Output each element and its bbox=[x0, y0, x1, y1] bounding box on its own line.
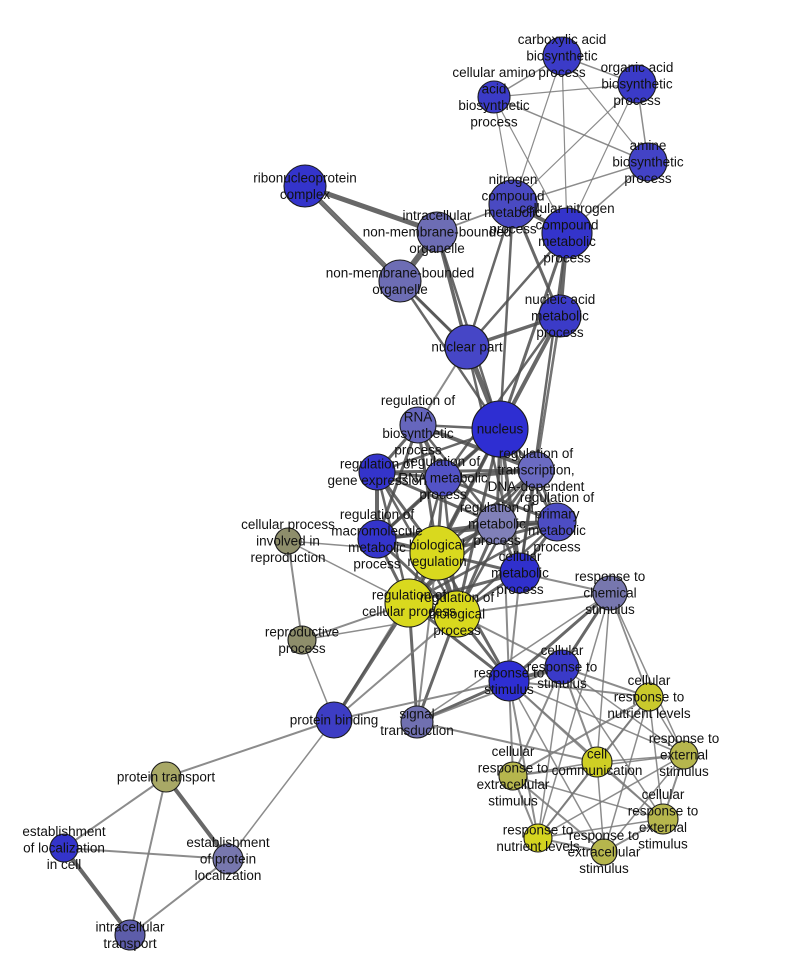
edge-protein-binding--protein-transport bbox=[165, 719, 335, 778]
edge-regulation-of-rna-metabolic-process--regulation-of-primary-metabolic-process bbox=[441, 476, 559, 524]
node-nitrogen-compound-metabolic-process[interactable] bbox=[488, 179, 538, 229]
node-regulation-of-gene-expression[interactable] bbox=[358, 453, 396, 491]
edge-carboxylic-acid-biosynthetic-process--nitrogen-compound-metabolic-process bbox=[512, 55, 563, 205]
edge-cell-communication--response-to-nutrient-levels bbox=[537, 761, 598, 839]
edge-response-to-external-stimulus--response-to-extracellular-stimulus bbox=[603, 754, 685, 853]
edge-regulation-of-biological-process--protein-binding bbox=[333, 613, 458, 721]
edge-response-to-chemical-stimulus--response-to-stimulus bbox=[507, 591, 612, 683]
edge-cellular-response-to-stimulus--cellular-response-to-extracellular-stimulus bbox=[512, 666, 563, 777]
edge-response-to-stimulus--cellular-response-to-nutrient-levels bbox=[508, 680, 650, 698]
node-response-to-extracellular-stimulus[interactable] bbox=[590, 838, 618, 866]
node-regulation-of-macromolecule-metabolic-process[interactable] bbox=[357, 519, 397, 559]
edge-protein-binding--establishment-of-protein-localization bbox=[227, 719, 335, 860]
edge-response-to-stimulus--response-to-nutrient-levels bbox=[508, 680, 539, 839]
node-non-membrane-bounded-organelle[interactable] bbox=[378, 259, 422, 303]
node-establishment-of-protein-localization[interactable] bbox=[212, 843, 244, 875]
edge-cellular-amino-acid-biosynthetic-process--cellular-nitrogen-compound-metabolic-process bbox=[493, 96, 568, 234]
node-regulation-of-primary-metabolic-process[interactable] bbox=[537, 502, 577, 542]
node-nucleus[interactable] bbox=[471, 400, 529, 458]
node-regulation-of-metabolic-process[interactable] bbox=[476, 503, 518, 545]
edge-carboxylic-acid-biosynthetic-process--cellular-nitrogen-compound-metabolic-process bbox=[561, 55, 568, 234]
node-cellular-metabolic-process[interactable] bbox=[499, 552, 541, 594]
edge-establishment-of-localization-in-cell--establishment-of-protein-localization bbox=[63, 847, 229, 860]
node-cellular-amino-acid-biosynthetic-process[interactable] bbox=[477, 80, 511, 114]
edge-cellular-response-to-extracellular-stimulus--response-to-extracellular-stimulus bbox=[512, 775, 605, 853]
edge-response-to-stimulus--response-to-extracellular-stimulus bbox=[508, 680, 605, 853]
edge-organic-acid-biosynthetic-process--cellular-nitrogen-compound-metabolic-process bbox=[566, 83, 638, 234]
node-cellular-response-to-nutrient-levels[interactable] bbox=[634, 682, 664, 712]
edge-establishment-of-localization-in-cell--intracellular-transport bbox=[62, 846, 132, 937]
edge-ribonucleoprotein-complex--intracellular-non-membrane-bounded-organelle bbox=[302, 183, 440, 235]
nodes-layer bbox=[49, 36, 699, 951]
edge-organic-acid-biosynthetic-process--cellular-amino-acid-biosynthetic-process bbox=[493, 83, 638, 98]
edge-response-to-chemical-stimulus--cellular-response-to-nutrient-levels bbox=[609, 592, 650, 698]
node-intracellular-transport[interactable] bbox=[114, 919, 146, 951]
node-cell-communication[interactable] bbox=[581, 746, 613, 778]
edge-cellular-response-to-nutrient-levels--cellular-response-to-extracellular-stimulus bbox=[512, 696, 650, 777]
edge-establishment-of-protein-localization--intracellular-transport bbox=[129, 858, 229, 936]
node-protein-binding[interactable] bbox=[315, 701, 353, 739]
edge-response-to-chemical-stimulus--response-to-nutrient-levels bbox=[537, 592, 611, 839]
node-response-to-external-stimulus[interactable] bbox=[669, 740, 699, 770]
edge-cellular-process-involved-in-reproduction--reproductive-process bbox=[287, 540, 303, 641]
edge-carboxylic-acid-biosynthetic-process--amine-biosynthetic-process bbox=[561, 55, 649, 163]
node-regulation-of-rna-metabolic-process[interactable] bbox=[424, 459, 462, 497]
edge-cellular-response-to-extracellular-stimulus--cellular-response-to-external-stimulus bbox=[512, 775, 664, 820]
edge-cellular-nitrogen-compound-metabolic-process--nucleus bbox=[498, 231, 569, 431]
node-nuclear-part[interactable] bbox=[444, 324, 490, 370]
node-cellular-response-to-stimulus[interactable] bbox=[544, 649, 580, 685]
node-cellular-response-to-external-stimulus[interactable] bbox=[647, 803, 679, 835]
node-cellular-process-involved-in-reproduction[interactable] bbox=[274, 527, 302, 555]
edge-response-to-chemical-stimulus--response-to-external-stimulus bbox=[609, 592, 685, 756]
node-response-to-nutrient-levels[interactable] bbox=[523, 823, 553, 853]
node-carboxylic-acid-biosynthetic-process[interactable] bbox=[542, 36, 582, 76]
edge-regulation-of-primary-metabolic-process--regulation-of-macromolecule-metabolic-process bbox=[375, 520, 559, 541]
node-establishment-of-localization-in-cell[interactable] bbox=[49, 833, 79, 863]
edge-regulation-of-biological-process--reproductive-process bbox=[301, 613, 458, 641]
edge-cellular-response-to-external-stimulus--response-to-nutrient-levels bbox=[537, 818, 664, 839]
edge-nucleic-acid-metabolic-process--regulation-of-rna-metabolic-process bbox=[441, 314, 562, 480]
edge-cell-communication--signal-transduction bbox=[416, 721, 598, 763]
node-nucleic-acid-metabolic-process[interactable] bbox=[538, 294, 582, 338]
node-cellular-response-to-extracellular-stimulus[interactable] bbox=[498, 761, 528, 791]
edge-organic-acid-biosynthetic-process--nitrogen-compound-metabolic-process bbox=[512, 83, 638, 205]
edge-protein-transport--intracellular-transport bbox=[129, 776, 167, 936]
edge-biological-regulation--signal-transduction bbox=[416, 552, 438, 723]
edge-cellular-amino-acid-biosynthetic-process--amine-biosynthetic-process bbox=[493, 96, 649, 163]
edges-layer bbox=[62, 55, 685, 937]
node-organic-acid-biosynthetic-process[interactable] bbox=[617, 64, 657, 104]
edge-cellular-response-to-stimulus--signal-transduction bbox=[416, 666, 563, 723]
edge-nucleic-acid-metabolic-process--regulation-of-transcription-dna-dependent bbox=[535, 315, 561, 471]
edge-response-to-chemical-stimulus--cell-communication bbox=[596, 592, 611, 763]
node-cellular-nitrogen-compound-metabolic-process[interactable] bbox=[541, 207, 593, 259]
node-response-to-chemical-stimulus[interactable] bbox=[592, 575, 628, 611]
edge-protein-transport--establishment-of-protein-localization bbox=[164, 775, 230, 861]
node-biological-regulation[interactable] bbox=[409, 525, 465, 581]
node-regulation-of-transcription-dna-dependent[interactable] bbox=[517, 451, 555, 489]
node-regulation-of-rna-biosynthetic-process[interactable] bbox=[399, 406, 437, 444]
node-ribonucleoprotein-complex[interactable] bbox=[283, 164, 327, 208]
edge-regulation-of-biological-process--response-to-chemical-stimulus bbox=[456, 592, 611, 615]
edge-signal-transduction--response-to-chemical-stimulus bbox=[416, 592, 611, 723]
node-protein-transport[interactable] bbox=[150, 761, 182, 793]
node-regulation-of-biological-process[interactable] bbox=[433, 590, 481, 638]
node-intracellular-non-membrane-bounded-organelle[interactable] bbox=[416, 211, 458, 253]
edge-nitrogen-compound-metabolic-process--nucleus bbox=[498, 202, 515, 431]
node-regulation-of-cellular-process[interactable] bbox=[384, 578, 434, 628]
node-amine-biosynthetic-process[interactable] bbox=[628, 142, 668, 182]
edge-protein-transport--establishment-of-localization-in-cell bbox=[63, 776, 167, 849]
edge-response-to-stimulus--protein-binding bbox=[333, 680, 510, 721]
node-signal-transduction[interactable] bbox=[400, 705, 434, 739]
edge-nitrogen-compound-metabolic-process--nuclear-part bbox=[465, 202, 515, 349]
node-reproductive-process[interactable] bbox=[287, 625, 317, 655]
edge-regulation-of-rna-biosynthetic-process--regulation-of-transcription-dna-dependent bbox=[416, 423, 538, 472]
edge-response-to-external-stimulus--response-to-nutrient-levels bbox=[537, 754, 685, 839]
node-response-to-stimulus[interactable] bbox=[488, 660, 530, 702]
